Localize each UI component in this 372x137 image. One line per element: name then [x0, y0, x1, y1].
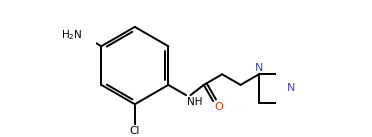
- Text: H$_2$N: H$_2$N: [61, 28, 82, 42]
- Text: N: N: [255, 63, 263, 73]
- Text: NH: NH: [187, 97, 202, 107]
- Text: N: N: [287, 83, 295, 93]
- Text: Cl: Cl: [130, 126, 140, 136]
- Text: O: O: [215, 102, 224, 112]
